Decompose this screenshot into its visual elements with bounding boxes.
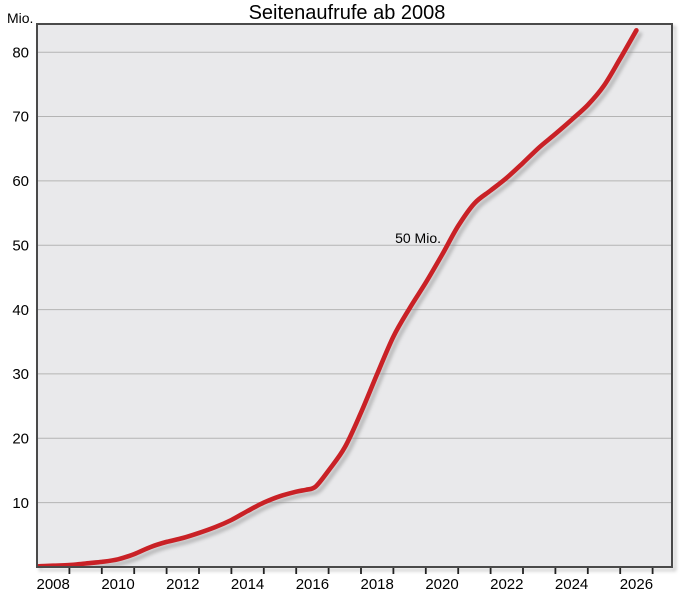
plot-area (37, 24, 672, 567)
y-tick-label: 50 (12, 237, 29, 254)
x-tick-label: 2018 (361, 576, 394, 593)
plot-border (36, 23, 673, 568)
chart-title: Seitenaufrufe ab 2008 (249, 2, 446, 24)
pageviews-line-shadow (68, 32, 643, 567)
x-tick-label: 2010 (101, 576, 134, 593)
y-axis-unit-label: Mio. (7, 10, 33, 26)
x-tick-label: 2026 (620, 576, 653, 593)
gridlines (38, 51, 671, 504)
x-axis-labels: 2008 2010 2012 2014 2016 2018 2020 2022 2024 2026 (37, 576, 654, 593)
y-tick-label: 60 (12, 173, 29, 190)
x-tick-label: 2024 (555, 576, 588, 593)
y-axis-labels: 10 20 30 40 50 60 70 80 (12, 44, 29, 511)
y-tick-label: 30 (12, 366, 29, 383)
y-tick-label: 40 (12, 302, 29, 319)
x-tick-label: 2016 (296, 576, 329, 593)
pageviews-line (37, 28, 639, 567)
y-tick-label: 10 (12, 495, 29, 512)
x-tick-label: 2020 (425, 576, 458, 593)
x-axis-ticks (68, 568, 654, 574)
annotation-50mio: 50 Mio. (395, 230, 441, 246)
x-tick-label: 2014 (231, 576, 264, 593)
y-tick-label: 70 (12, 109, 29, 126)
y-tick-label: 20 (12, 431, 29, 448)
x-tick-label: 2008 (37, 576, 70, 593)
y-tick-label: 80 (12, 44, 29, 61)
x-tick-label: 2022 (490, 576, 523, 593)
curve-layer (37, 28, 643, 567)
x-tick-label: 2012 (166, 576, 199, 593)
